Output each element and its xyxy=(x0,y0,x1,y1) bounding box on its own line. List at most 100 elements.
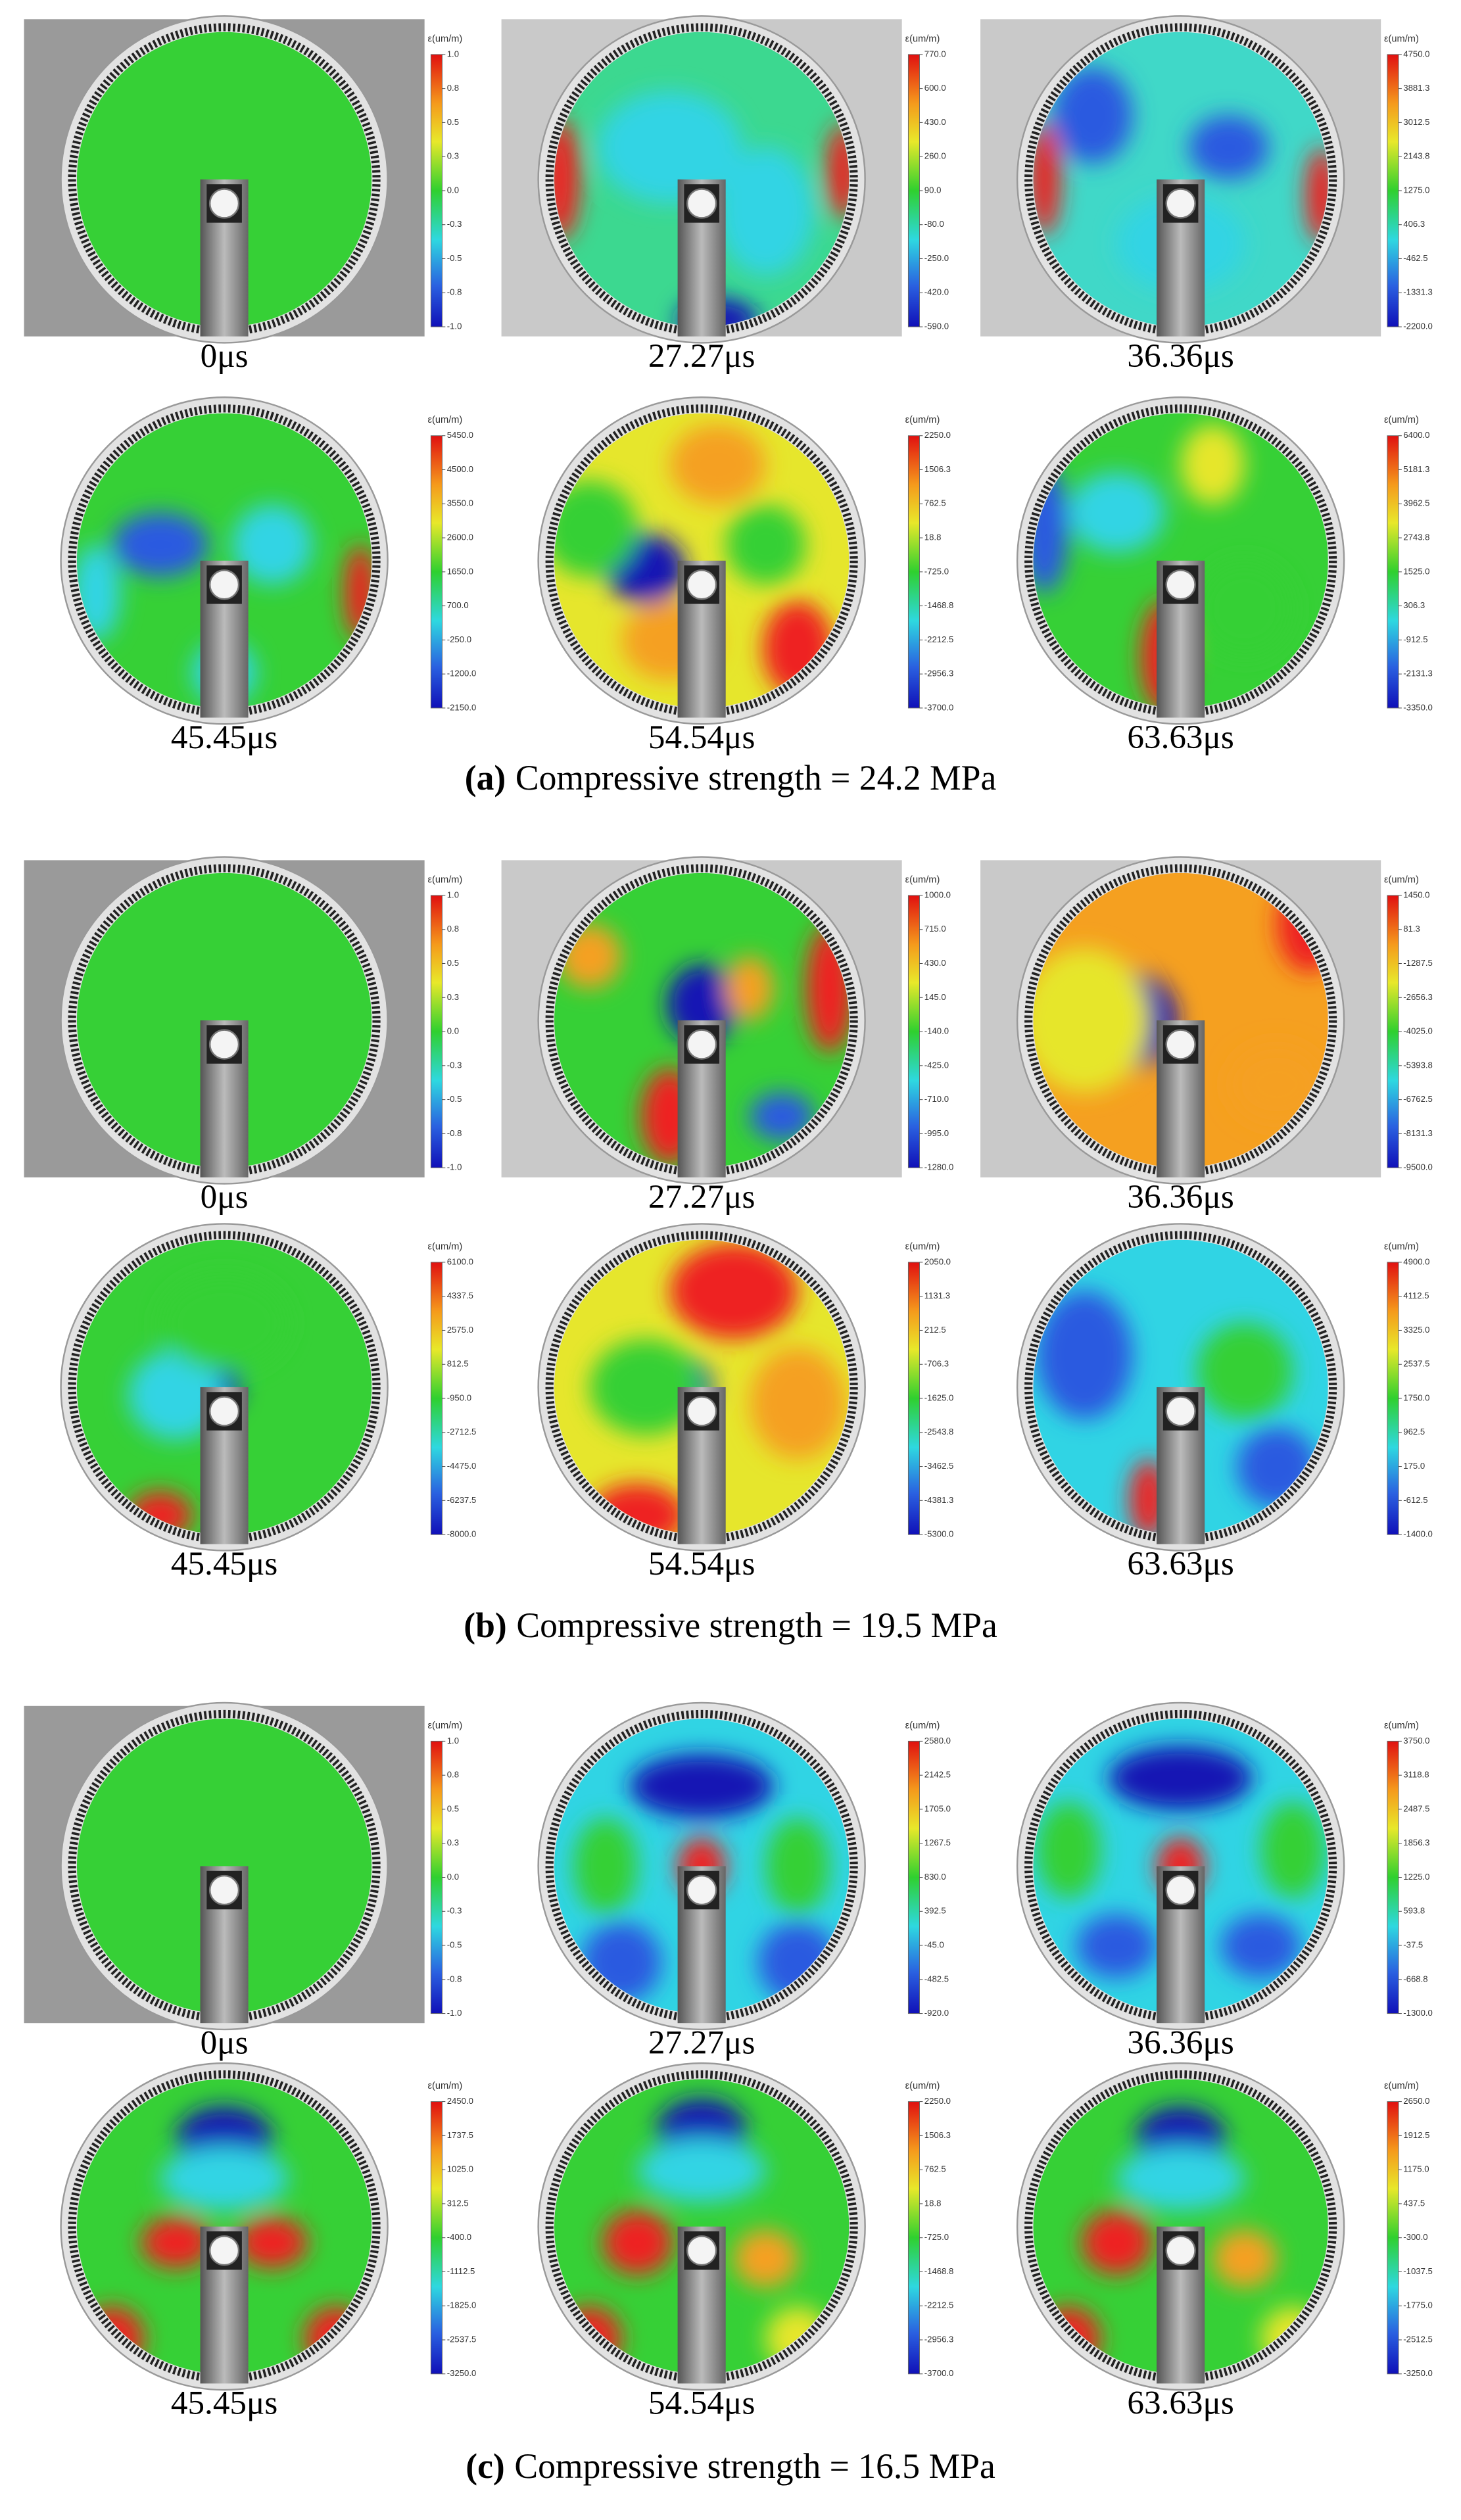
strain-blob xyxy=(573,1818,638,1914)
colorbar-tick-label: -6762.5 xyxy=(1403,1094,1433,1104)
colorbar-title: ε(um/m) xyxy=(905,415,940,425)
panel: ε(um/m) 1000.0 715.0 430.0 145.0 -140.0 -425.0… xyxy=(501,856,953,1216)
colorbar-tick-label: 0.8 xyxy=(447,924,459,934)
colorbar-tick-label: -462.5 xyxy=(1403,253,1427,263)
strain-blob xyxy=(554,480,638,577)
colorbar-tick-label: -1037.5 xyxy=(1403,2266,1433,2276)
time-label: 0μs xyxy=(201,1178,249,1216)
time-label: 27.27μs xyxy=(648,337,755,375)
panel: ε(um/m) 6400.0 5181.3 3962.5 2743.8 1525.0 306… xyxy=(1016,396,1433,756)
colorbar-tick-label: 1750.0 xyxy=(1403,1392,1429,1402)
colorbar-tick-label: 437.5 xyxy=(1403,2198,1425,2208)
speckle-ring xyxy=(68,404,381,717)
caption-text: Compressive strength = 24.2 MPa xyxy=(515,758,997,797)
strain-blob xyxy=(237,2217,308,2268)
panel: ε(um/m) 2250.0 1506.3 762.5 18.8 -725.0 -1468.… xyxy=(537,396,954,756)
colorbar-tick-label: -0.3 xyxy=(447,1906,462,1916)
colorbar xyxy=(1387,895,1399,1168)
colorbar-tick-label: -8000.0 xyxy=(447,1529,477,1539)
colorbar-tick-label: 18.8 xyxy=(924,533,942,542)
colorbar-tick-label: -300.0 xyxy=(1403,2232,1427,2242)
time-label: 63.63μs xyxy=(1127,2385,1233,2422)
colorbar-tick-label: -2212.5 xyxy=(924,634,954,644)
colorbar-tick-label: 3012.5 xyxy=(1403,117,1429,127)
strain-blob xyxy=(750,1092,814,1141)
strain-blob xyxy=(733,2229,798,2288)
colorbar-tick-label: 4112.5 xyxy=(1403,1291,1429,1300)
colorbar xyxy=(1387,1740,1399,2014)
colorbar-tick-label: 770.0 xyxy=(924,49,946,59)
strain-blob xyxy=(1081,2210,1152,2275)
colorbar-tick-label: -2956.3 xyxy=(924,2334,954,2344)
caption-text: Compressive strength = 19.5 MPa xyxy=(516,1605,997,1645)
colorbar-tick-label: -1625.0 xyxy=(924,1392,954,1402)
time-label: 0μs xyxy=(201,2024,249,2061)
colorbar-tick-label: -1331.3 xyxy=(1403,287,1433,297)
strain-field xyxy=(1033,413,1328,708)
colorbar-title: ε(um/m) xyxy=(428,34,463,44)
colorbar-title: ε(um/m) xyxy=(428,874,463,885)
colorbar-tick-label: 2580.0 xyxy=(924,1736,951,1746)
panel: ε(um/m) 2450.0 1737.5 1025.0 312.5 -400.0 -111… xyxy=(60,2062,476,2422)
pin-head xyxy=(208,188,240,219)
colorbar xyxy=(907,2101,920,2375)
speckle-ring xyxy=(545,404,858,717)
strain-blob xyxy=(717,147,814,276)
strain-blob xyxy=(725,504,806,585)
colorbar xyxy=(430,435,443,709)
speckle-ring xyxy=(68,2070,381,2383)
colorbar-tick-label: -5393.8 xyxy=(1403,1060,1433,1070)
colorbar-tick-label: 2487.5 xyxy=(1403,1803,1429,1813)
colorbar-tick-label: -912.5 xyxy=(1403,634,1427,644)
colorbar-tick-label: 600.0 xyxy=(924,83,946,93)
strain-blob xyxy=(750,1347,846,1460)
pin-head xyxy=(686,188,717,219)
pin-head xyxy=(1165,1396,1196,1427)
colorbar-tick-label: -425.0 xyxy=(924,1060,949,1070)
colorbar-tick-label: -37.5 xyxy=(1403,1940,1423,1950)
colorbar-tick-label: -3350.0 xyxy=(1403,702,1433,712)
speckle-ring xyxy=(1024,1231,1337,1544)
colorbar-tick-label: -1.0 xyxy=(447,1162,462,1172)
colorbar-tick-label: 593.8 xyxy=(1403,1906,1425,1916)
colorbar-tick-label: -250.0 xyxy=(924,253,949,263)
strain-blob xyxy=(1076,1914,1157,1978)
colorbar-tick-label: 1267.5 xyxy=(924,1838,951,1847)
colorbar-tick-label: -80.0 xyxy=(924,219,944,229)
time-label: 63.63μs xyxy=(1127,719,1233,756)
colorbar-tick-label: -3250.0 xyxy=(1403,2368,1433,2378)
colorbar-tick-label: 3962.5 xyxy=(1403,498,1429,508)
strain-blob xyxy=(1036,1291,1133,1419)
colorbar-tick-label: -2656.3 xyxy=(1403,992,1433,1002)
colorbar-tick-label: 2600.0 xyxy=(447,533,473,542)
pin-head xyxy=(1165,569,1196,600)
pin-head xyxy=(686,1874,717,1906)
pin-head xyxy=(1165,2235,1196,2266)
strain-blob xyxy=(554,118,580,241)
panel: ε(um/m) 2050.0 1131.3 212.5 -706.3 -1625.0 -25… xyxy=(537,1223,954,1582)
speckle-ring xyxy=(545,2070,858,2383)
colorbar-tick-label: -400.0 xyxy=(447,2232,471,2242)
colorbar-tick-label: 2142.5 xyxy=(924,1770,951,1780)
pin-head xyxy=(208,1029,240,1060)
colorbar xyxy=(1387,1262,1399,1535)
strain-blob xyxy=(725,956,774,1021)
colorbar-tick-label: 1525.0 xyxy=(1403,566,1429,576)
colorbar-tick-label: 175.0 xyxy=(1403,1461,1425,1471)
strain-blob xyxy=(1033,464,1069,593)
strain-blob xyxy=(1212,2229,1277,2288)
panel: ε(um/m) 5450.0 4500.0 3550.0 2600.0 1650.0 700… xyxy=(60,396,476,756)
colorbar-tick-label: -4475.0 xyxy=(447,1461,477,1471)
colorbar-tick-label: 1650.0 xyxy=(447,566,473,576)
colorbar-tick-label: -0.8 xyxy=(447,1128,462,1138)
colorbar-tick-label: -0.8 xyxy=(447,287,462,297)
colorbar-tick-label: -0.8 xyxy=(447,1974,462,1984)
time-label: 54.54μs xyxy=(648,1545,755,1582)
colorbar xyxy=(430,895,443,1168)
strain-blob xyxy=(1052,67,1133,164)
colorbar-tick-label: 90.0 xyxy=(924,185,942,195)
colorbar-tick-label: -3700.0 xyxy=(924,2368,954,2378)
strain-blob xyxy=(1068,472,1165,553)
colorbar-tick-label: 0.3 xyxy=(447,151,459,161)
